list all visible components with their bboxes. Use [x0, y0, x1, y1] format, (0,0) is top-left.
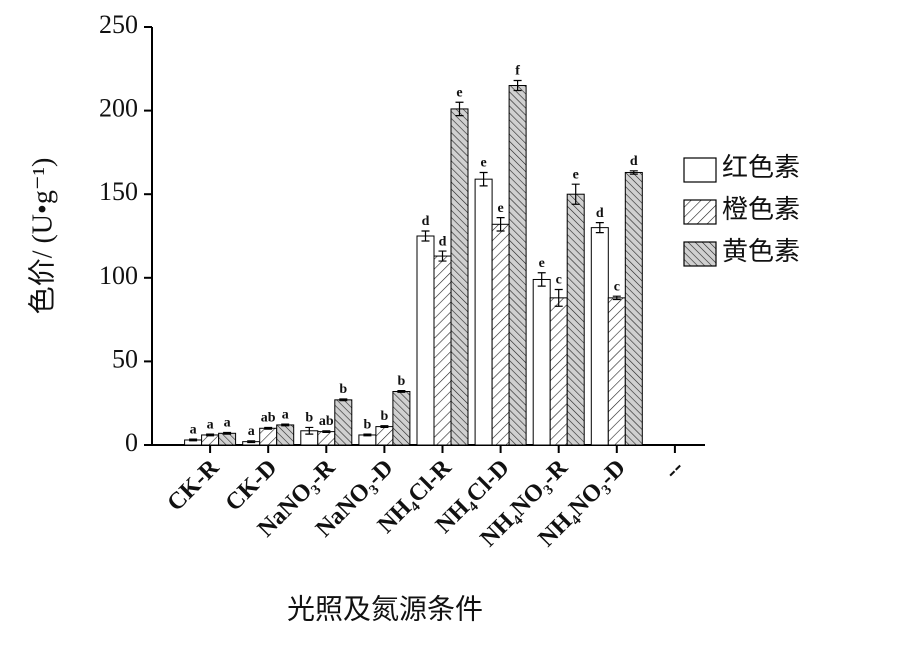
significance-letter: d: [630, 154, 638, 169]
significance-letter: e: [573, 167, 579, 182]
significance-letter: f: [515, 64, 520, 79]
error-bar: [189, 438, 198, 442]
y-tick-label: 250: [99, 10, 138, 39]
bar: [317, 431, 336, 446]
legend-swatch: [683, 157, 717, 183]
bar: [549, 297, 568, 446]
bar: [392, 390, 411, 446]
y-tick-label: 0: [125, 428, 138, 457]
significance-letter: b: [364, 417, 372, 432]
error-bar: [206, 433, 215, 437]
bar: [276, 424, 295, 446]
significance-letter: c: [614, 279, 620, 294]
error-bar: [513, 79, 522, 92]
bar: [607, 297, 626, 446]
bar: [375, 426, 394, 446]
bar: [491, 223, 510, 446]
bar: [624, 171, 643, 446]
y-tick-label: 100: [99, 261, 138, 290]
bar: [566, 193, 585, 446]
error-bar: [629, 170, 638, 175]
y-axis-label: 色价/ (U•g⁻¹): [26, 158, 58, 315]
y-tick-label: 150: [99, 177, 138, 206]
error-bar: [554, 288, 563, 307]
error-bar: [397, 390, 406, 393]
x-tick-label: CK-R: [162, 454, 224, 516]
significance-letter: e: [480, 156, 486, 171]
bar: [334, 399, 353, 446]
error-bar: [223, 431, 232, 435]
bar: [259, 427, 278, 446]
bar: [450, 108, 469, 446]
legend-label: 橙色素: [722, 195, 800, 224]
significance-letter: a: [190, 422, 197, 437]
significance-letter: a: [207, 417, 214, 432]
error-bar: [537, 272, 546, 287]
bar: [218, 432, 237, 446]
bar: [474, 178, 493, 446]
error-bar: [247, 440, 256, 444]
significance-letter: c: [556, 273, 562, 288]
error-bar: [264, 426, 273, 430]
significance-letter: ab: [261, 411, 276, 426]
error-bar: [595, 222, 604, 234]
legend-swatch: [683, 241, 717, 267]
significance-letter: a: [248, 424, 255, 439]
legend-swatch: [683, 199, 717, 225]
significance-letter: e: [456, 85, 462, 100]
error-bar: [571, 183, 580, 205]
significance-letter: b: [305, 411, 313, 426]
significance-letter: b: [339, 382, 347, 397]
y-tick-label: 50: [112, 344, 138, 373]
error-bar: [322, 430, 331, 434]
error-bar: [496, 217, 505, 232]
significance-letter: d: [422, 214, 430, 229]
error-bar: [305, 426, 314, 435]
bar: [532, 278, 551, 446]
x-tick-label: --: [659, 455, 689, 485]
error-bar: [455, 101, 464, 117]
significance-letter: a: [282, 407, 289, 422]
bar: [358, 434, 377, 446]
bar: [590, 227, 609, 446]
error-bar: [479, 171, 488, 187]
bar: [508, 85, 527, 446]
significance-letter: d: [596, 206, 604, 221]
significance-letter: d: [439, 234, 447, 249]
error-bar: [421, 230, 430, 242]
significance-letter: e: [539, 256, 545, 271]
legend-label: 黄色素: [722, 237, 800, 266]
error-bar: [438, 250, 447, 262]
legend-label: 红色素: [722, 153, 800, 182]
bar: [433, 255, 452, 446]
significance-letter: b: [381, 409, 389, 424]
significance-letter: ab: [319, 414, 334, 429]
bar: [201, 434, 220, 446]
x-axis-label: 光照及氮源条件: [287, 593, 483, 625]
error-bar: [380, 425, 389, 429]
y-tick-label: 200: [99, 94, 138, 123]
error-bar: [281, 423, 290, 427]
error-bar: [363, 433, 372, 437]
significance-letter: e: [497, 201, 503, 216]
error-bar: [612, 295, 621, 301]
significance-letter: b: [398, 374, 406, 389]
bar: [416, 235, 435, 446]
significance-letter: a: [224, 416, 231, 431]
error-bar: [339, 398, 348, 402]
